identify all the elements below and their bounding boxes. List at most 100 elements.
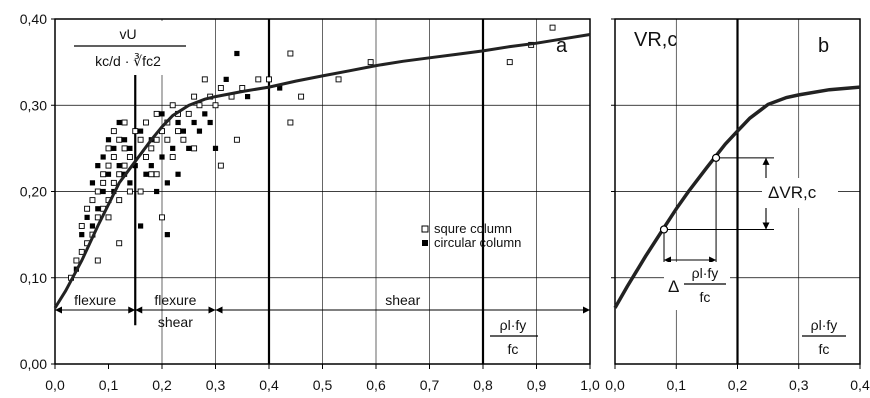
data-point-circular (159, 154, 165, 160)
delta-x-arrow-head-right (709, 256, 717, 264)
data-point-square (185, 110, 192, 117)
data-point-circular (138, 128, 144, 134)
data-point-circular (148, 163, 154, 169)
x-tick-label: 0,8 (473, 377, 493, 393)
highlight-point (711, 153, 721, 162)
data-point-square (549, 24, 556, 31)
panel-b-xlabel-den: fc (819, 341, 830, 357)
data-point-circular (223, 76, 229, 82)
y-tick-label: 0,00 (20, 356, 47, 372)
data-point-circular (127, 180, 133, 186)
delta-v-label: ΔVR,c (768, 183, 817, 202)
zone-label: flexure (154, 292, 196, 308)
zone-arrow-transition-head-right (208, 306, 216, 314)
data-point-circular (180, 128, 186, 134)
zone-arrow-flexure-head-left (55, 306, 62, 314)
x-tick-label: 1,0 (580, 377, 600, 393)
x-tick-label: 0,9 (527, 377, 547, 393)
data-point-square (73, 257, 80, 264)
data-point-square (335, 76, 342, 83)
x-tick-label: 0,3 (789, 377, 809, 393)
data-point-circular (170, 145, 176, 151)
panel-b-curve (613, 85, 861, 309)
panel-a-y-ticks: 0,00 0,10 0,20 0,30 0,40 (20, 11, 55, 372)
zone-arrow-shear-head-left (215, 306, 223, 314)
data-point-square (217, 85, 224, 91)
zone-arrow-flexure-head-right (128, 306, 136, 314)
data-point-square (164, 136, 171, 143)
data-point-circular (277, 85, 283, 91)
data-point-square (201, 76, 208, 83)
data-point-square (105, 214, 112, 221)
legend-circular-marker (422, 240, 428, 246)
data-point-square (126, 154, 133, 160)
data-point-square (110, 128, 117, 135)
zone-label: shear (385, 292, 420, 308)
data-point-circular (105, 137, 112, 143)
data-point-square (287, 119, 294, 126)
zone-label: flexure (74, 292, 116, 308)
data-point-square (169, 154, 176, 160)
legend-circular-label: circular column (434, 235, 521, 250)
data-point-circular (245, 94, 251, 100)
x-tick-label: 0,4 (850, 377, 870, 393)
data-point-square (298, 93, 305, 100)
data-point-circular (234, 50, 240, 57)
data-point-circular (138, 223, 144, 229)
data-point-square (137, 188, 144, 195)
x-tick-label: 0,2 (728, 377, 748, 393)
data-point-square (191, 145, 198, 152)
panel-b-xlabel: ρl·fy fc (802, 317, 846, 357)
x-tick-label: 0,5 (313, 377, 333, 393)
delta-x-prefix: Δ (668, 277, 679, 296)
data-point-square (137, 136, 144, 143)
data-point-circular (116, 119, 122, 126)
y-tick-label: 0,30 (20, 97, 47, 113)
panel-b-x-ticks: 0,0 0,1 0,2 0,3 0,4 (605, 18, 870, 393)
panel-b-ylabel: VR,c (634, 29, 677, 51)
data-point-circular (105, 171, 112, 177)
data-point-circular (154, 188, 160, 195)
data-point-square (191, 93, 198, 100)
y-tick-label: 0,40 (20, 11, 47, 27)
data-point-square (94, 214, 101, 221)
delta-x-num: ρl·fy (692, 265, 719, 281)
x-tick-label: 0,1 (667, 377, 687, 393)
data-point-square (116, 136, 123, 143)
zone-arrow-shear-head-right (583, 306, 590, 314)
data-point-circular (95, 163, 101, 169)
panel-a-ylabel: vU kc/d · ∛fc2 (70, 21, 190, 75)
data-point-square (121, 119, 128, 126)
zone-arrow-transition-head-left (135, 306, 143, 314)
data-point-circular (191, 119, 197, 126)
data-point-circular (143, 171, 149, 177)
data-point-circular (164, 180, 170, 186)
data-point-square (153, 110, 160, 117)
delta-x-den: fc (700, 289, 711, 305)
data-point-circular (100, 188, 106, 195)
panel-a-zones: flexure flexure shear shear (55, 292, 590, 330)
data-point-circular (202, 111, 208, 117)
x-tick-label: 0,7 (420, 377, 440, 393)
data-point-square (110, 154, 117, 160)
panel-a-fit-curve (53, 33, 591, 309)
data-point-circular (164, 232, 170, 238)
data-point-circular (132, 163, 138, 169)
data-point-square (180, 136, 187, 143)
data-point-square (126, 188, 133, 195)
data-point-square (233, 136, 240, 143)
data-point-circular (89, 180, 96, 186)
delta-v-annotation: ΔVR,c (762, 178, 838, 208)
x-tick-label: 0,0 (45, 377, 65, 393)
x-tick-label: 0,3 (206, 377, 226, 393)
data-point-square (142, 154, 149, 160)
data-point-circular (121, 137, 128, 143)
data-point-square (287, 50, 294, 57)
data-point-square (89, 197, 96, 204)
x-tick-label: 0,4 (259, 377, 279, 393)
y-tick-label: 0,10 (20, 270, 47, 286)
data-point-square (84, 205, 91, 212)
delta-x-annotation: Δ ρl·fy fc (664, 262, 730, 310)
data-point-square (110, 179, 117, 186)
